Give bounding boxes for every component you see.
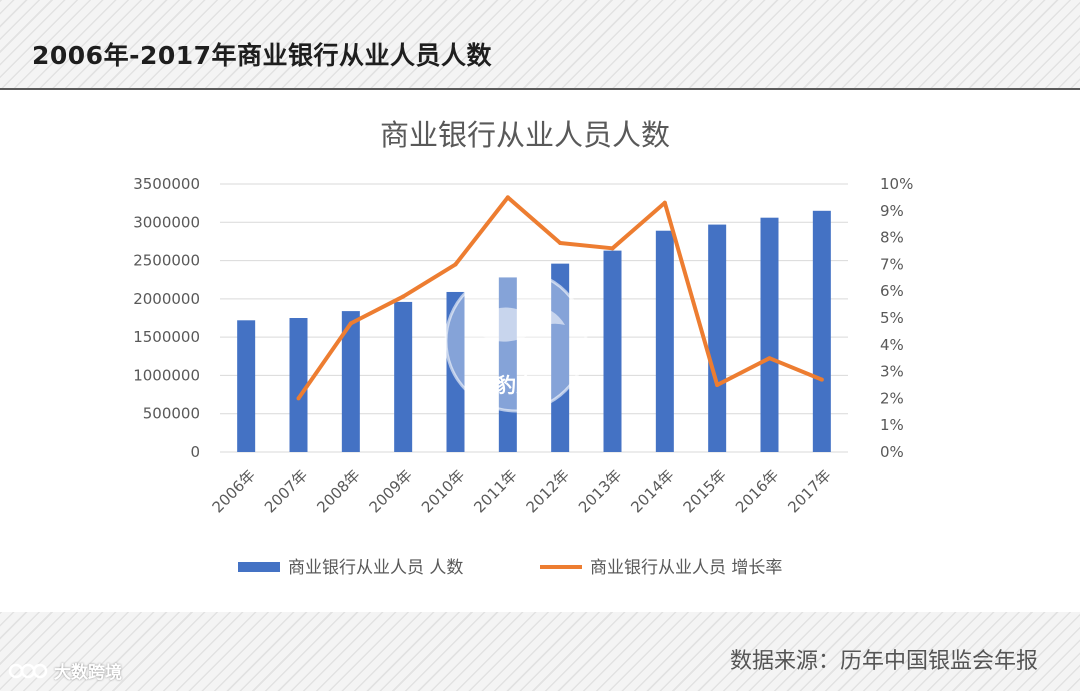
chart-title: 商业银行从业人员人数 xyxy=(380,118,670,152)
right-axis-tick-label: 7% xyxy=(880,255,904,273)
growth-rate-point xyxy=(767,356,772,361)
legend-line-label: 商业银行从业人员 增长率 xyxy=(590,558,782,578)
bar xyxy=(237,320,256,452)
x-axis-tick-label: 2011年 xyxy=(470,466,520,516)
left-axis-tick-label: 3000000 xyxy=(133,213,200,231)
growth-rate-point xyxy=(453,262,458,267)
growth-rate-point xyxy=(662,200,667,205)
x-axis-tick-label: 2015年 xyxy=(680,466,730,516)
x-axis-tick-label: 2010年 xyxy=(418,466,468,516)
left-axis-tick-label: 2500000 xyxy=(133,252,200,270)
brand-name: 大数跨境 xyxy=(54,663,122,683)
growth-rate-point xyxy=(819,377,824,382)
bar xyxy=(446,291,465,452)
footer-band xyxy=(0,612,1080,691)
leopard-icon xyxy=(470,307,565,342)
bar xyxy=(603,250,622,452)
legend: 商业银行从业人员 人数 商业银行从业人员 增长率 xyxy=(238,558,782,578)
right-axis-tick-label: 8% xyxy=(880,229,904,247)
bar xyxy=(655,230,674,452)
growth-rate-point xyxy=(348,321,353,326)
x-axis-ticks: 2006年 2007年 2008年 2009年 2010年 2011年 2012年 2013年… xyxy=(209,466,835,516)
right-axis-tick-label: 4% xyxy=(880,336,904,354)
bar xyxy=(708,224,727,452)
x-axis-tick-label: 2013年 xyxy=(575,466,625,516)
right-axis-tick-label: 1% xyxy=(880,416,904,434)
right-axis-tick-label: 10% xyxy=(880,175,913,193)
left-axis-tick-label: 1000000 xyxy=(133,366,200,384)
left-axis-tick-label: 2000000 xyxy=(133,290,200,308)
line-series xyxy=(296,195,824,401)
brand-logo-icon xyxy=(8,663,48,678)
legend-bar-label: 商业银行从业人员 人数 xyxy=(288,558,463,578)
left-axis-tick-label: 0 xyxy=(190,443,200,461)
x-axis-tick-label: 2009年 xyxy=(366,466,416,516)
header-band xyxy=(0,0,1080,88)
watermark-circle-icon xyxy=(444,269,588,413)
right-axis-tick-label: 6% xyxy=(880,282,904,300)
growth-rate-point xyxy=(558,240,563,245)
growth-rate-point xyxy=(505,195,510,200)
right-axis-tick-label: 9% xyxy=(880,202,904,220)
bar xyxy=(289,318,308,452)
bar xyxy=(394,301,413,452)
x-axis-tick-label: 2017年 xyxy=(784,466,834,516)
page-title: 2006年-2017年商业银行从业人员人数 xyxy=(32,41,493,70)
x-axis-tick-label: 2014年 xyxy=(627,466,677,516)
growth-rate-point xyxy=(401,294,406,299)
bar xyxy=(760,217,779,452)
left-axis-tick-label: 1500000 xyxy=(133,328,200,346)
header-divider xyxy=(0,88,1080,90)
source-note: 数据来源：历年中国银监会年报 xyxy=(729,649,1038,674)
growth-rate-point xyxy=(715,383,720,387)
x-axis-tick-label: 2016年 xyxy=(732,466,782,516)
bar xyxy=(341,311,360,452)
x-axis-tick-label: 2008年 xyxy=(313,466,363,516)
right-axis-tick-label: 5% xyxy=(880,309,904,327)
left-axis-tick-label: 500000 xyxy=(143,405,200,423)
legend-bar-swatch xyxy=(238,562,280,572)
x-axis-tick-label: 2007年 xyxy=(261,466,311,516)
x-axis-tick-label: 2006年 xyxy=(209,466,259,516)
watermark-text: 豹变 xyxy=(495,373,536,397)
bar xyxy=(812,210,831,452)
bar xyxy=(551,263,570,452)
right-axis-tick-label: 3% xyxy=(880,363,904,381)
right-axis-tick-label: 2% xyxy=(880,389,904,407)
right-axis-tick-label: 0% xyxy=(880,443,904,461)
x-axis-tick-label: 2012年 xyxy=(523,466,573,516)
brand: 大数跨境 xyxy=(8,658,122,683)
left-axis-ticks: 0 500000 1000000 1500000 2000000 2500000 30000… xyxy=(133,175,200,461)
growth-rate-point xyxy=(610,246,615,251)
left-axis-tick-label: 3500000 xyxy=(133,175,200,193)
growth-rate-point xyxy=(296,396,301,401)
right-axis-ticks: 0% 1% 2% 3% 4% 5% 6% 7% 8% 9% 10% xyxy=(880,175,913,461)
watermark: 豹变 xyxy=(444,269,588,413)
